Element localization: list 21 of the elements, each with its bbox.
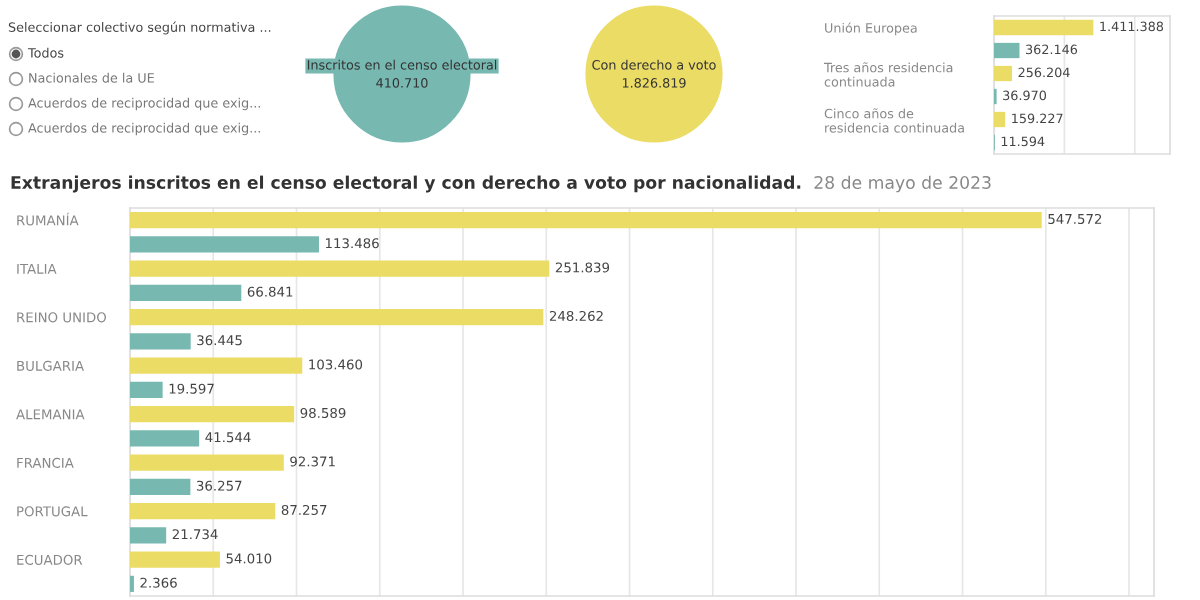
bar: [130, 236, 319, 253]
bar: [994, 42, 1020, 59]
bar: [130, 333, 191, 350]
chart-subtitle: 28 de mayo de 2023: [814, 175, 991, 193]
bar: [130, 478, 191, 495]
bar: [130, 430, 200, 447]
bar: [130, 503, 276, 520]
bar: [130, 284, 242, 301]
bar: [130, 260, 550, 277]
bar: [130, 454, 284, 471]
bar: [130, 357, 303, 374]
bar: [130, 527, 167, 544]
bar: [130, 381, 163, 398]
bar: [130, 406, 295, 423]
bar: [994, 65, 1013, 82]
bar: [130, 212, 1042, 229]
bar: [130, 551, 220, 568]
bar: [994, 19, 1094, 36]
chart-title: Extranjeros inscritos en el censo electoral y con derecho a voto por nacionalidad.: [11, 175, 801, 193]
bar: [130, 309, 544, 326]
bar: [994, 111, 1006, 128]
